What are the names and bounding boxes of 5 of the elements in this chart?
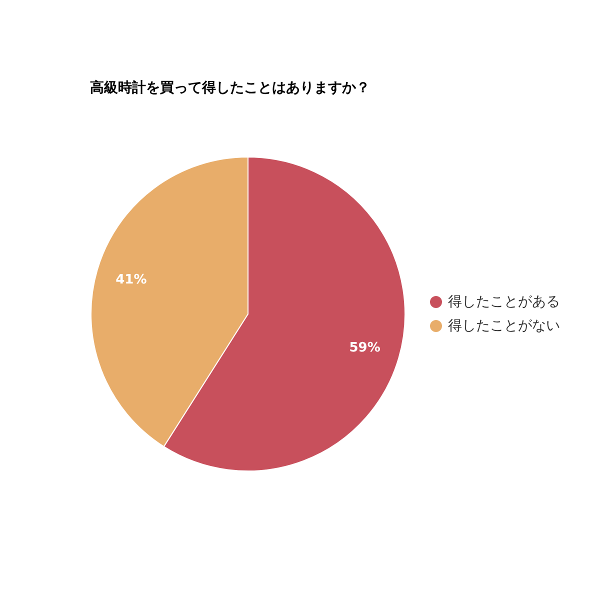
legend-label: 得したことがない xyxy=(448,318,560,334)
data-label: 41% xyxy=(116,272,147,288)
data-label: 59% xyxy=(349,340,380,356)
legend-label: 得したことがある xyxy=(448,294,560,310)
chart-title: 高級時計を買って得したことはありますか？ xyxy=(90,79,370,96)
